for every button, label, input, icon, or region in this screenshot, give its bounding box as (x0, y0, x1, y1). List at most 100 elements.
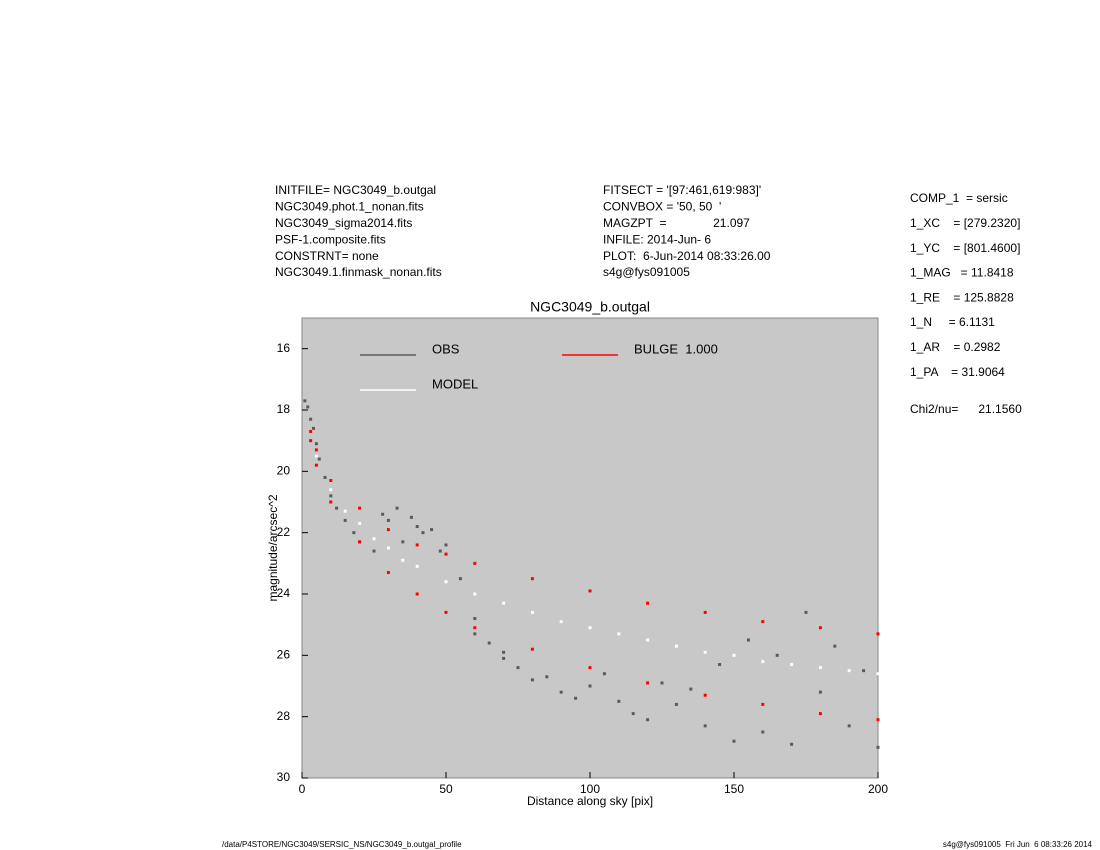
header-left-line: INITFILE= NGC3049_b.outgal (275, 183, 436, 197)
header-left-line: NGC3049.1.finmask_nonan.fits (275, 265, 442, 279)
y-tick-label: 24 (277, 586, 291, 600)
data-point (602, 672, 606, 676)
header-left-line: NGC3049.phot.1_nonan.fits (275, 200, 424, 214)
data-point (473, 632, 477, 636)
data-point (409, 515, 413, 519)
data-point (358, 506, 362, 510)
header-left-line: PSF-1.composite.fits (275, 232, 386, 246)
data-point (386, 571, 390, 575)
data-point (804, 610, 808, 614)
data-point (444, 552, 448, 556)
header-right-line: 1_RE = 125.8828 (910, 290, 1014, 304)
header-middle-line: FITSECT = '[97:461,619:983]' (603, 183, 761, 197)
data-point (718, 663, 722, 667)
data-point (631, 712, 635, 716)
data-point (372, 537, 376, 541)
data-point (732, 653, 736, 657)
data-point (746, 638, 750, 642)
data-point (818, 712, 822, 716)
plot-area (301, 317, 879, 779)
x-tick-label: 200 (868, 782, 888, 796)
data-point (761, 620, 765, 624)
data-point (386, 528, 390, 532)
data-point (516, 666, 520, 670)
data-point (617, 699, 621, 703)
data-point (588, 589, 592, 593)
x-tick-label: 100 (580, 782, 600, 796)
data-point (352, 531, 356, 535)
data-point (306, 405, 310, 409)
data-point (660, 681, 664, 685)
data-point (487, 641, 491, 645)
data-point (703, 724, 707, 728)
data-point (395, 506, 399, 510)
header-middle-line: s4g@fys091005 (603, 265, 690, 279)
data-point (473, 617, 477, 621)
data-point (386, 546, 390, 550)
data-point (588, 684, 592, 688)
data-point (530, 577, 534, 581)
data-point (674, 702, 678, 706)
y-tick-label: 26 (277, 648, 291, 662)
data-point (502, 650, 506, 654)
header-right-line: 1_N = 6.1131 (910, 315, 995, 329)
data-point (646, 601, 650, 605)
header-right-line: 1_XC = [279.2320] (910, 216, 1020, 230)
data-point (847, 669, 851, 673)
y-tick-label: 20 (277, 464, 291, 478)
data-point (314, 442, 318, 446)
header-right-line: COMP_1 = sersic (910, 191, 1008, 205)
chart-title: NGC3049_b.outgal (530, 299, 650, 315)
data-point (473, 626, 477, 630)
y-tick-label: 30 (277, 770, 291, 784)
data-point (303, 399, 307, 403)
data-point (588, 626, 592, 630)
y-tick-label: 18 (277, 402, 291, 416)
data-point (818, 626, 822, 630)
data-point (314, 454, 318, 458)
data-point (473, 561, 477, 565)
data-point (309, 429, 313, 433)
data-point (430, 528, 434, 532)
data-point (421, 531, 425, 535)
data-point (617, 632, 621, 636)
y-axis-label: magnitude/arcsec^2 (266, 494, 280, 601)
header-right-line: 1_PA = 31.9064 (910, 365, 1005, 379)
data-point (314, 448, 318, 452)
header-middle-line: PLOT: 6-Jun-2014 08:33:26.00 (603, 249, 771, 263)
data-point (415, 543, 419, 547)
data-point (343, 518, 347, 522)
data-point (559, 690, 563, 694)
data-point (847, 724, 851, 728)
data-point (309, 417, 313, 421)
data-point (530, 647, 534, 651)
header-middle-line: CONVBOX = '50, 50 ' (603, 200, 721, 214)
data-point (775, 653, 779, 657)
data-point (646, 718, 650, 722)
data-point (502, 601, 506, 605)
data-point (329, 500, 333, 504)
y-tick-label: 22 (277, 525, 291, 539)
data-point (335, 506, 339, 510)
data-point (559, 620, 563, 624)
x-tick-label: 150 (724, 782, 744, 796)
data-point (761, 659, 765, 663)
data-point (317, 457, 321, 461)
header-left-line: NGC3049_sigma2014.fits (275, 216, 412, 230)
data-point (381, 512, 385, 516)
x-tick-label: 0 (299, 782, 306, 796)
footer-stamp: s4g@fys091005 Fri Jun 6 08:33:26 2014 (943, 840, 1093, 849)
data-point (818, 690, 822, 694)
data-point (415, 525, 419, 529)
data-point (309, 439, 313, 443)
data-point (401, 558, 405, 562)
data-point (401, 540, 405, 544)
data-point (415, 564, 419, 568)
data-point (530, 678, 534, 682)
data-point (343, 509, 347, 513)
data-point (703, 650, 707, 654)
x-tick-label: 50 (439, 782, 453, 796)
data-point (358, 540, 362, 544)
data-point (444, 580, 448, 584)
